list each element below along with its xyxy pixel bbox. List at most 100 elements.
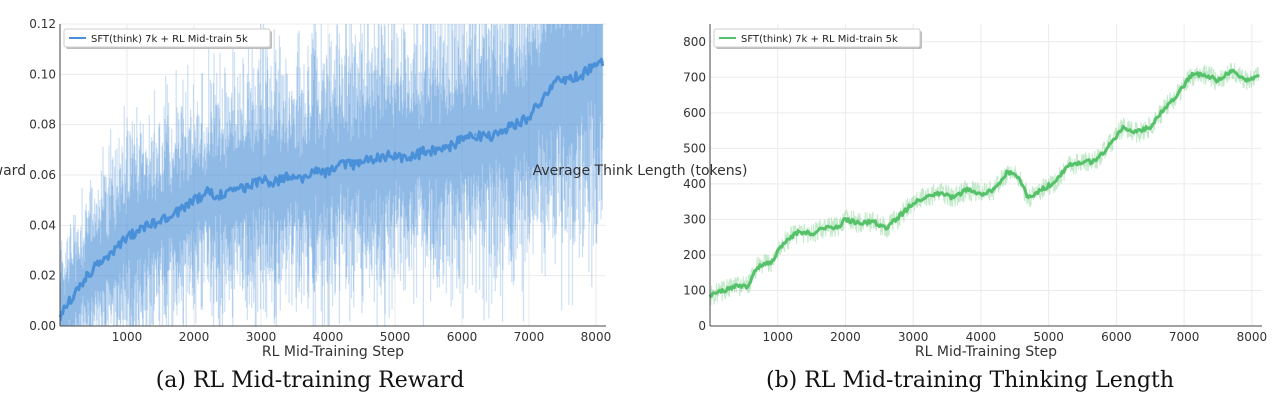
data-point [192, 198, 196, 202]
x-tick-label: 7000 [1169, 330, 1200, 344]
data-point [85, 274, 88, 277]
data-point [898, 214, 901, 218]
reward-chart: 1000 2000 3000 4000 5000 6000 7000 8000 0.00 0.02… [0, 17, 612, 360]
y-tick-label: 200 [683, 248, 706, 262]
data-point [857, 221, 861, 225]
data-point [1149, 125, 1152, 129]
data-point [837, 225, 840, 228]
data-point [1257, 74, 1260, 77]
data-point [1162, 108, 1165, 111]
x-axis-label: RL Mid-Training Step [262, 344, 404, 360]
data-point [246, 186, 249, 189]
data-point [460, 138, 464, 141]
data-point [514, 123, 517, 126]
data-point [601, 60, 604, 63]
data-point [823, 227, 827, 230]
data-point [259, 178, 263, 182]
y-tick-label: 0.06 [29, 168, 56, 182]
data-point [1094, 159, 1098, 162]
raw-series-noise [710, 62, 1260, 306]
x-tick-label: 6000 [1101, 330, 1132, 344]
data-point [500, 128, 504, 131]
data-point [393, 153, 397, 157]
data-point [1121, 125, 1125, 129]
y-tick-label: 700 [683, 70, 706, 84]
data-point [487, 136, 490, 139]
y-tick-label: 300 [683, 212, 706, 226]
x-tick-label: 8000 [1237, 330, 1268, 344]
data-point [353, 163, 356, 167]
data-point [165, 216, 169, 219]
x-tick-label: 7000 [514, 330, 545, 344]
data-point [380, 156, 383, 159]
y-axis-label: Reward [0, 163, 26, 179]
data-point [98, 259, 102, 262]
data-point [796, 230, 800, 234]
x-tick-label: 5000 [380, 330, 411, 344]
data-point [1243, 79, 1247, 83]
data-point [313, 168, 316, 172]
data-point [474, 133, 477, 136]
y-axis-label: Average Think Length (tokens) [533, 163, 748, 179]
legend: SFT(think) 7k + RL Mid-train 5k [63, 28, 272, 49]
data-point [286, 173, 289, 177]
data-point [1016, 175, 1020, 178]
data-point [735, 283, 739, 287]
thinking-length-chart-caption: (b) RL Mid-training Thinking Length [766, 368, 1174, 393]
data-point [541, 98, 544, 101]
y-tick-label: 0 [698, 319, 706, 333]
x-tick-label: 4000 [966, 330, 997, 344]
y-tick-label: 0.12 [29, 17, 56, 31]
x-tick-label: 3000 [898, 330, 929, 344]
raw-series-noise [60, 24, 604, 326]
data-point [925, 195, 928, 198]
data-point [993, 188, 996, 191]
data-point [939, 191, 942, 194]
y-tick-label: 0.04 [29, 218, 56, 232]
data-point [1081, 161, 1084, 164]
data-point [219, 193, 222, 197]
data-point [722, 289, 725, 292]
thinking-length-chart: 1000 2000 3000 4000 5000 6000 7000 8000 0 100 200 3… [533, 24, 1268, 360]
x-tick-label: 4000 [313, 330, 344, 344]
x-tick-label: 2000 [830, 330, 861, 344]
y-tick-label: 400 [683, 177, 706, 191]
data-point [769, 260, 773, 264]
data-point [433, 148, 437, 152]
y-tick-label: 500 [683, 141, 706, 155]
data-point [1203, 72, 1206, 75]
data-point [594, 63, 598, 66]
data-point [966, 188, 969, 191]
data-point [206, 191, 209, 194]
data-point [299, 178, 303, 182]
y-tick-label: 0.00 [29, 319, 56, 333]
data-point [527, 115, 531, 119]
data-point [1040, 188, 1044, 191]
legend-entry: SFT(think) 7k + RL Mid-train 5k [91, 34, 248, 45]
data-point [326, 171, 330, 174]
data-point [979, 193, 983, 196]
reward-chart-caption: (a) RL Mid-training Reward [155, 368, 465, 393]
series-line [60, 57, 605, 321]
data-point [783, 241, 786, 244]
x-tick-label: 5000 [1033, 330, 1064, 344]
y-tick-label: 0.08 [29, 118, 56, 132]
y-tick-label: 600 [683, 106, 706, 120]
data-point [152, 221, 155, 225]
data-point [871, 219, 874, 223]
data-point [756, 266, 759, 269]
data-point [1006, 170, 1010, 173]
legend-entry: SFT(think) 7k + RL Mid-train 5k [741, 34, 898, 45]
x-tick-label: 6000 [447, 330, 478, 344]
x-tick-label: 2000 [179, 330, 210, 344]
data-point [844, 218, 847, 221]
x-tick-label: 1000 [112, 330, 143, 344]
thinking-length-chart-panel: 1000 2000 3000 4000 5000 6000 7000 8000 0 100 200 3… [533, 0, 1276, 410]
data-point [1216, 79, 1220, 83]
x-tick-label: 8000 [581, 330, 612, 344]
y-tick-label: 0.10 [29, 67, 56, 81]
data-point [139, 229, 142, 232]
data-point [884, 227, 888, 230]
data-point [340, 161, 343, 164]
data-point [179, 209, 182, 212]
